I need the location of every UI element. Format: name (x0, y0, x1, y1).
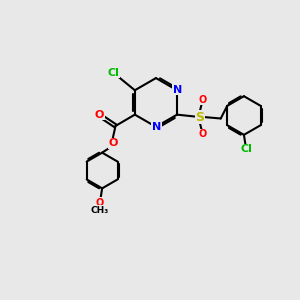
Text: N: N (173, 85, 182, 95)
Text: O: O (199, 129, 207, 139)
Text: O: O (95, 110, 104, 120)
Text: O: O (96, 198, 104, 208)
Text: S: S (195, 110, 204, 124)
Text: CH₃: CH₃ (91, 206, 109, 215)
Text: Cl: Cl (107, 68, 119, 78)
Text: O: O (109, 139, 118, 148)
Text: Cl: Cl (241, 144, 253, 154)
Text: O: O (199, 95, 207, 105)
Text: N: N (152, 122, 161, 132)
